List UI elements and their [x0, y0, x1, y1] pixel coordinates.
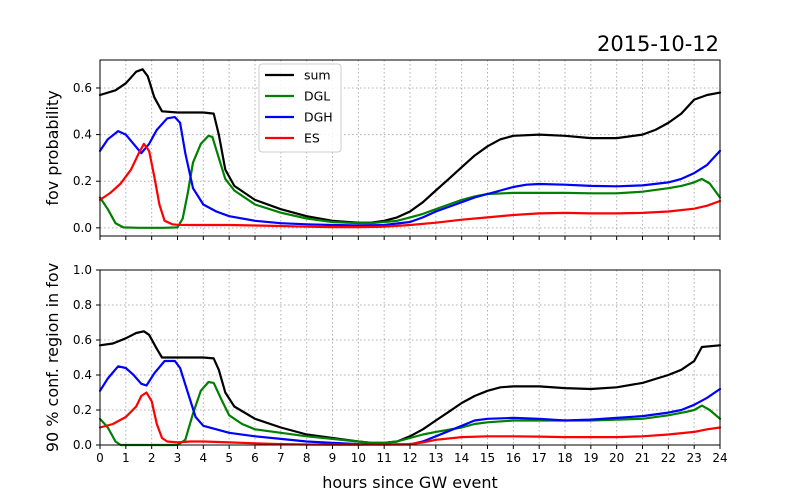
top-series-ES-line	[98, 142, 722, 229]
bottom-x-tick-label: 13	[428, 451, 443, 465]
bottom-x-tick-label: 4	[200, 451, 208, 465]
bottom-x-tick-label: 0	[96, 451, 104, 465]
panel-fov-probability: 0.0 0.2 0.4 0.6 fov probability sum DGL DGH ES	[43, 59, 722, 240]
top-y-tick-label: 0.0	[73, 221, 92, 235]
date-label: 2015-10-12	[597, 32, 719, 56]
top-y-tick-label: 0.4	[73, 128, 92, 142]
bottom-x-tick-label: 5	[225, 451, 233, 465]
top-y-tick-label: 0.2	[73, 174, 92, 188]
bottom-x-tick-label: 6	[251, 451, 259, 465]
legend-label-ES: ES	[304, 131, 320, 146]
top-series-DGL-line	[98, 134, 722, 229]
bottom-y-axis-label: 90 % conf. region in fov	[43, 263, 62, 452]
bottom-y-tick-label: 0.6	[73, 333, 92, 347]
bottom-x-tick-label: 23	[687, 451, 702, 465]
bottom-x-tick-label: 21	[635, 451, 650, 465]
top-y-tick-label: 0.6	[73, 81, 92, 95]
top-series-sum-line	[98, 68, 722, 224]
bottom-x-tick-label: 10	[351, 451, 366, 465]
bottom-x-tick-label: 14	[454, 451, 469, 465]
bottom-x-tick-label: 3	[174, 451, 182, 465]
bottom-series-DGL-line	[98, 380, 722, 447]
bottom-y-tick-label: 0.0	[73, 438, 92, 452]
top-y-axis-label: fov probability	[43, 90, 62, 205]
bottom-x-tick-label: 15	[480, 451, 495, 465]
panel-conf-region: 0 1 2 3 4 5 6 7 8 9 10 11 12 13 14 15 16 17 18 19 20 21 22 23 24…	[43, 263, 728, 465]
bottom-y-tick-label: 0.4	[73, 368, 92, 382]
legend-box	[258, 63, 342, 153]
bottom-x-tick-label: 19	[583, 451, 598, 465]
bottom-x-tick-label: 12	[402, 451, 417, 465]
bottom-y-tick-label: 0.8	[73, 298, 92, 312]
bottom-x-tick-label: 24	[712, 451, 727, 465]
bottom-x-tick-label: 16	[506, 451, 521, 465]
x-axis-label: hours since GW event	[322, 473, 498, 492]
legend-label-DGL: DGL	[304, 89, 330, 104]
bottom-x-tick-label: 1	[122, 451, 130, 465]
bottom-x-tick-label: 11	[377, 451, 392, 465]
legend-label-DGH: DGH	[304, 110, 333, 125]
bottom-y-tick-label: 0.2	[73, 403, 92, 417]
legend-label-sum: sum	[304, 68, 331, 83]
legend: sum DGL DGH ES	[258, 63, 342, 153]
bottom-x-tick-label: 8	[303, 451, 311, 465]
bottom-y-tick-label: 1.0	[73, 263, 92, 277]
bottom-x-tick-label: 2	[148, 451, 156, 465]
bottom-x-tick-label: 9	[329, 451, 337, 465]
bottom-x-tick-label: 7	[277, 451, 285, 465]
bottom-x-tick-label: 18	[557, 451, 572, 465]
top-series-DGH-line	[98, 116, 722, 227]
bottom-x-tick-label: 20	[609, 451, 624, 465]
bottom-x-tick-label: 17	[532, 451, 547, 465]
bottom-x-tick-label: 22	[661, 451, 676, 465]
